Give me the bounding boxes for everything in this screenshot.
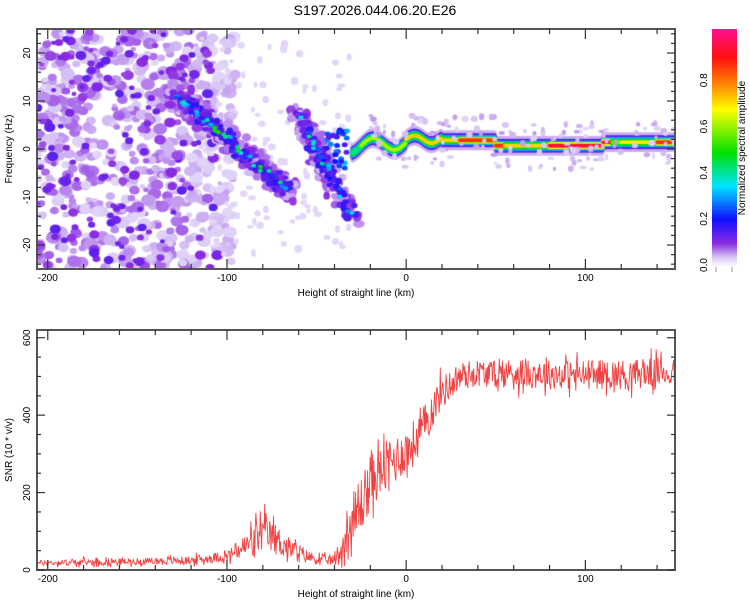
colorbar-tick-label: 0.6 (699, 119, 710, 133)
colorbar (712, 29, 737, 267)
y-tick-label: 20 (22, 47, 33, 59)
y-tick-label: 0 (22, 146, 33, 152)
x-tick-label: -100 (217, 273, 237, 284)
colorbar-tick-label: 0.0 (699, 258, 710, 272)
y-tick-label: -20 (22, 237, 33, 252)
colorbar-label: Normalized spectral amplitude (737, 80, 748, 215)
colorbar-tick-label: 0.8 (699, 73, 710, 87)
chart-title: S197.2026.044.06.20.E26 (293, 2, 457, 18)
top-x-axis-label: Height of straight line (km) (298, 288, 415, 299)
y-tick-label: 10 (22, 95, 33, 107)
colorbar-tick-label: 0.2 (699, 211, 710, 225)
x-tick-label: 0 (403, 273, 409, 284)
top-plot-border (36, 28, 676, 270)
colorbar-tick-label: 0.4 (699, 165, 710, 179)
spectrogram-heatmap (37, 29, 675, 269)
colorbar-ticks: 0.0 0.2 0.4 0.6 0.8 (699, 73, 733, 272)
top-y-axis-label: Frequency (Hz) (4, 115, 15, 184)
x-tick-label: 100 (577, 273, 594, 284)
y-tick-label: -10 (22, 189, 33, 204)
x-tick-label: -200 (38, 273, 58, 284)
